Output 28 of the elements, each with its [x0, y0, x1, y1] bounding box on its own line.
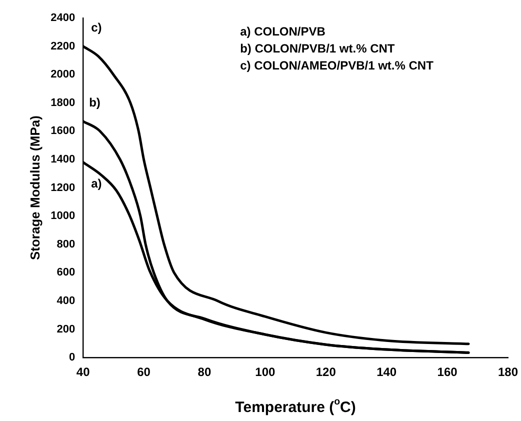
annotation: b) COLON/PVB/1 wt.% CNT	[240, 41, 396, 56]
y-tick-label: 200	[56, 323, 76, 336]
y-tick-label: 1200	[50, 182, 76, 194]
x-tick-label: 100	[255, 365, 276, 380]
y-tick-label: 800	[56, 238, 76, 250]
y-tick-label: 0	[68, 352, 76, 364]
annotation: c) COLON/AMEO/PVB/1 wt.% CNT	[240, 58, 434, 72]
y-tick-label: 600	[56, 266, 76, 279]
y-tick-label: 1600	[50, 125, 76, 138]
y-tick-label: 2000	[50, 68, 76, 81]
x-tick-label: 140	[376, 365, 397, 380]
y-tick-label: 2400	[50, 12, 76, 24]
annotation: a) COLON/PVB	[240, 24, 326, 38]
x-tick-label: 40	[76, 365, 90, 380]
x-tick-label: 160	[437, 365, 458, 380]
y-tick-label: 1800	[50, 96, 76, 109]
y-tick-label: 2200	[50, 40, 76, 52]
series-label: b)	[89, 96, 100, 110]
x-tick-label: 60	[137, 365, 151, 380]
series-label: a)	[91, 176, 102, 191]
x-tick-label: 180	[498, 365, 518, 380]
series-label: c)	[91, 20, 102, 35]
y-axis-title: Storage Modulus (MPa)	[27, 116, 42, 260]
y-tick-label: 400	[56, 295, 76, 308]
x-tick-label: 120	[316, 365, 336, 380]
y-tick-label: 1400	[50, 154, 76, 166]
x-tick-label: 80	[198, 365, 212, 380]
y-tick-label: 1000	[50, 210, 76, 222]
